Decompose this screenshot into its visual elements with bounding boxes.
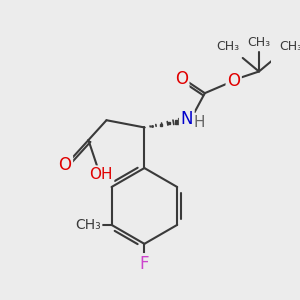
Text: CH₃: CH₃ — [279, 40, 300, 53]
Text: CH₃: CH₃ — [75, 218, 101, 232]
Text: OH: OH — [89, 167, 113, 182]
Text: O: O — [58, 156, 71, 174]
Text: CH₃: CH₃ — [248, 36, 271, 49]
Text: O: O — [227, 71, 240, 89]
Text: O: O — [175, 70, 188, 88]
Text: H: H — [194, 115, 205, 130]
Text: N: N — [181, 110, 193, 128]
Text: CH₃: CH₃ — [216, 40, 239, 53]
Text: F: F — [140, 255, 149, 273]
